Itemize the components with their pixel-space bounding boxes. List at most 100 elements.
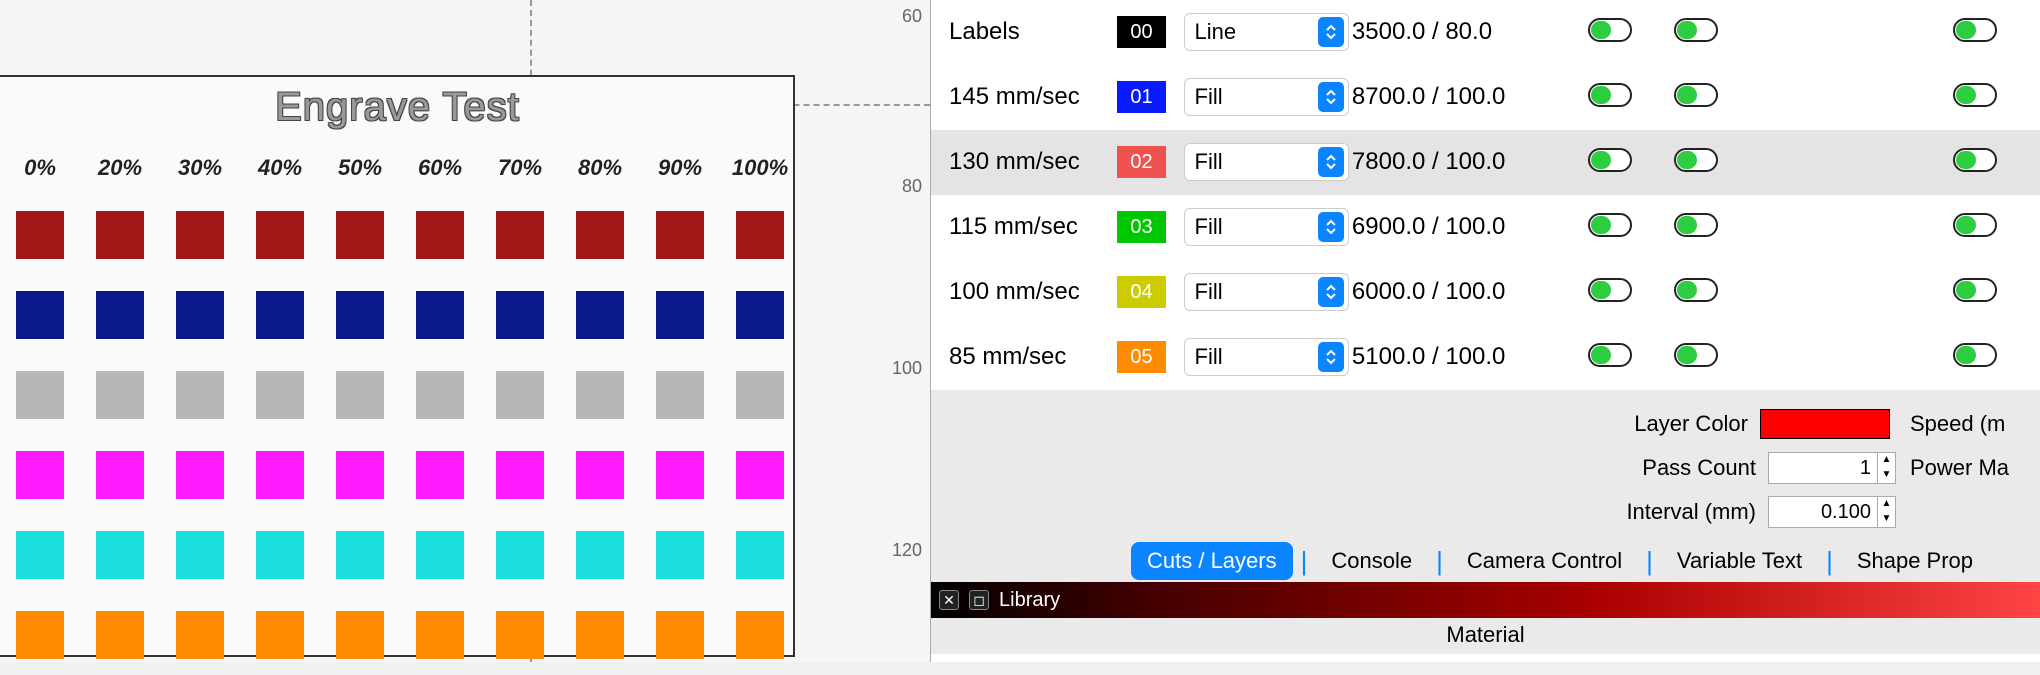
color-swatch[interactable]	[336, 531, 384, 579]
color-swatch[interactable]	[336, 211, 384, 259]
swatch-cell[interactable]	[480, 531, 560, 579]
color-swatch[interactable]	[256, 211, 304, 259]
swatch-cell[interactable]	[640, 211, 720, 259]
layer-toggle[interactable]	[1674, 83, 1718, 107]
color-swatch[interactable]	[656, 451, 704, 499]
swatch-cell[interactable]	[400, 611, 480, 659]
color-swatch[interactable]	[96, 211, 144, 259]
color-swatch[interactable]	[656, 291, 704, 339]
color-swatch[interactable]	[176, 211, 224, 259]
swatch-cell[interactable]	[560, 211, 640, 259]
swatch-cell[interactable]	[160, 371, 240, 419]
pass-count-spinner[interactable]: ▲▼	[1878, 452, 1896, 484]
swatch-cell[interactable]	[720, 371, 800, 419]
swatch-cell[interactable]	[160, 211, 240, 259]
chevron-updown-icon[interactable]	[1318, 277, 1344, 307]
layer-row[interactable]: 85 mm/sec05Fill5100.0 / 100.0	[931, 325, 2040, 390]
color-swatch[interactable]	[496, 451, 544, 499]
layer-toggle[interactable]	[1953, 83, 1997, 107]
swatch-cell[interactable]	[320, 371, 400, 419]
swatch-cell[interactable]	[0, 291, 80, 339]
swatch-cell[interactable]	[400, 531, 480, 579]
swatch-cell[interactable]	[320, 451, 400, 499]
swatch-cell[interactable]	[80, 211, 160, 259]
swatch-cell[interactable]	[0, 531, 80, 579]
swatch-cell[interactable]	[400, 211, 480, 259]
swatch-cell[interactable]	[480, 211, 560, 259]
color-swatch[interactable]	[16, 531, 64, 579]
swatch-cell[interactable]	[560, 371, 640, 419]
tab-cuts-layers[interactable]: Cuts / Layers	[1131, 542, 1293, 580]
swatch-cell[interactable]	[720, 211, 800, 259]
layer-toggle[interactable]	[1588, 83, 1632, 107]
swatch-cell[interactable]	[160, 531, 240, 579]
color-swatch[interactable]	[176, 611, 224, 659]
swatch-cell[interactable]	[400, 451, 480, 499]
swatch-cell[interactable]	[720, 611, 800, 659]
layer-index-badge[interactable]: 05	[1117, 341, 1165, 373]
layer-toggle[interactable]	[1588, 18, 1632, 42]
layer-row[interactable]: 145 mm/sec01Fill8700.0 / 100.0	[931, 65, 2040, 130]
color-swatch[interactable]	[736, 291, 784, 339]
color-swatch[interactable]	[256, 291, 304, 339]
color-swatch[interactable]	[496, 371, 544, 419]
swatch-cell[interactable]	[640, 291, 720, 339]
tab-camera-control[interactable]: Camera Control	[1451, 542, 1638, 580]
close-icon[interactable]: ✕	[939, 590, 959, 610]
layer-index-badge[interactable]: 04	[1117, 276, 1165, 308]
tab-shape-prop[interactable]: Shape Prop	[1841, 542, 1989, 580]
swatch-cell[interactable]	[480, 291, 560, 339]
color-swatch[interactable]	[656, 531, 704, 579]
color-swatch[interactable]	[16, 451, 64, 499]
layer-toggle[interactable]	[1588, 343, 1632, 367]
swatch-cell[interactable]	[80, 451, 160, 499]
mode-select[interactable]: Fill	[1184, 273, 1349, 311]
swatch-cell[interactable]	[80, 611, 160, 659]
color-swatch[interactable]	[336, 451, 384, 499]
color-swatch[interactable]	[96, 371, 144, 419]
color-swatch[interactable]	[416, 451, 464, 499]
swatch-cell[interactable]	[640, 531, 720, 579]
pass-count-input[interactable]: 1	[1768, 452, 1878, 484]
swatch-cell[interactable]	[640, 371, 720, 419]
layer-toggle[interactable]	[1588, 278, 1632, 302]
swatch-cell[interactable]	[560, 531, 640, 579]
tab-variable-text[interactable]: Variable Text	[1661, 542, 1818, 580]
layer-toggle[interactable]	[1953, 18, 1997, 42]
swatch-cell[interactable]	[640, 451, 720, 499]
color-swatch[interactable]	[496, 611, 544, 659]
layer-toggle[interactable]	[1953, 343, 1997, 367]
mode-select[interactable]: Fill	[1184, 78, 1349, 116]
swatch-cell[interactable]	[480, 371, 560, 419]
color-swatch[interactable]	[576, 531, 624, 579]
swatch-cell[interactable]	[400, 291, 480, 339]
color-swatch[interactable]	[96, 531, 144, 579]
swatch-cell[interactable]	[240, 211, 320, 259]
swatch-cell[interactable]	[80, 531, 160, 579]
layer-index-badge[interactable]: 01	[1117, 81, 1165, 113]
swatch-cell[interactable]	[80, 371, 160, 419]
swatch-cell[interactable]	[560, 451, 640, 499]
swatch-cell[interactable]	[560, 291, 640, 339]
color-swatch[interactable]	[256, 451, 304, 499]
mode-select[interactable]: Line	[1184, 13, 1349, 51]
swatch-cell[interactable]	[0, 451, 80, 499]
color-swatch[interactable]	[96, 291, 144, 339]
chevron-updown-icon[interactable]	[1318, 17, 1344, 47]
color-swatch[interactable]	[736, 211, 784, 259]
color-swatch[interactable]	[176, 531, 224, 579]
layer-index-badge[interactable]: 00	[1117, 16, 1165, 48]
color-swatch[interactable]	[416, 611, 464, 659]
layer-toggle[interactable]	[1674, 18, 1718, 42]
color-swatch[interactable]	[656, 611, 704, 659]
swatch-cell[interactable]	[720, 291, 800, 339]
swatch-cell[interactable]	[0, 211, 80, 259]
mode-select[interactable]: Fill	[1184, 338, 1349, 376]
swatch-cell[interactable]	[240, 611, 320, 659]
color-swatch[interactable]	[336, 611, 384, 659]
color-swatch[interactable]	[736, 611, 784, 659]
swatch-cell[interactable]	[0, 371, 80, 419]
color-swatch[interactable]	[336, 291, 384, 339]
color-swatch[interactable]	[256, 371, 304, 419]
canvas-title[interactable]: Engrave Test	[0, 85, 795, 130]
